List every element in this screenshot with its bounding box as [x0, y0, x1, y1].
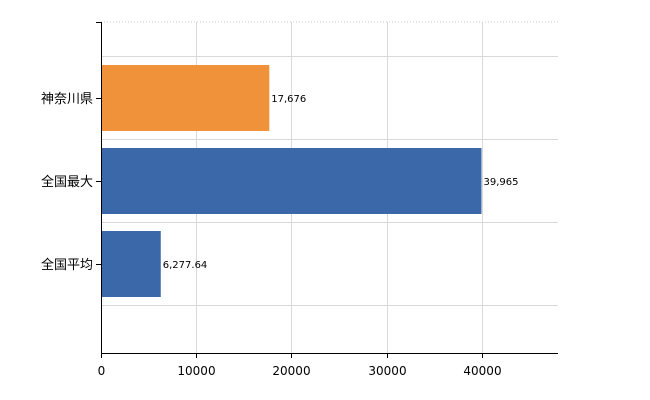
category-label: 神奈川県: [41, 92, 93, 107]
gridlines: [101, 21, 558, 353]
x-tick-label: 10000: [177, 364, 215, 378]
category-label: 全国最大: [41, 174, 93, 190]
axes: [101, 22, 558, 354]
bar: [102, 148, 482, 214]
x-tick-label: 0: [98, 364, 106, 378]
data-label: 6,277.64: [163, 260, 208, 271]
labels: 0 10000 20000 30000 40000 神奈川県 17,676 全国最大 39,96…: [41, 22, 519, 378]
data-label: 17,676: [271, 94, 306, 105]
x-tick-label: 40000: [463, 364, 501, 378]
category-label: 全国平均: [41, 257, 93, 273]
bar: [102, 231, 161, 297]
bar: [102, 65, 270, 131]
bars: [102, 65, 482, 297]
x-tick-label: 30000: [368, 364, 406, 378]
x-tick-label: 20000: [272, 364, 310, 378]
data-label: 39,965: [484, 177, 519, 188]
